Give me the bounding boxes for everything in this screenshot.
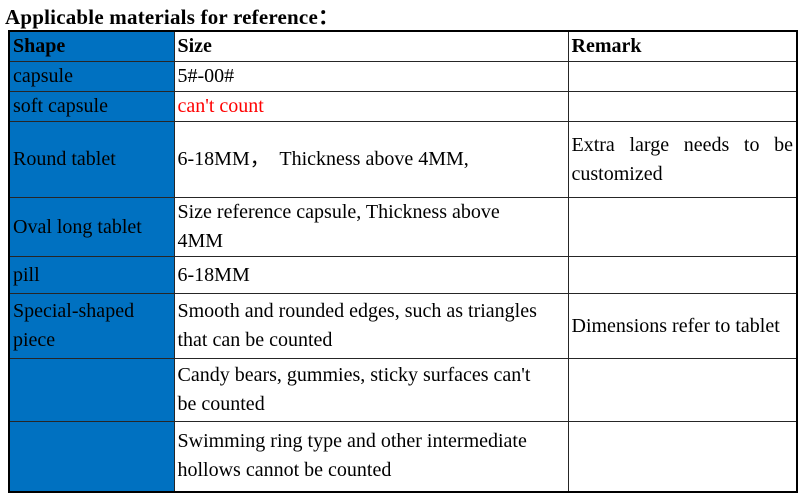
table-row: Candy bears, gummies, sticky surfaces ca… (8, 358, 798, 422)
shape-cell: capsule (8, 61, 175, 92)
table-row: Special-shaped piece Smooth and rounded … (8, 293, 798, 359)
table-row: pill 6-18MM (8, 256, 798, 294)
col-header-remark: Remark (567, 30, 798, 62)
remark-cell (567, 358, 798, 422)
shape-cell (8, 421, 175, 492)
size-cell: 6-18MM， Thickness above 4MM, (173, 121, 569, 198)
remark-cell (567, 256, 798, 294)
shape-cell: pill (8, 256, 175, 294)
size-cell: Candy bears, gummies, sticky surfaces ca… (173, 358, 569, 422)
shape-cell: Oval long tablet (8, 197, 175, 257)
shape-cell: Round tablet (8, 121, 175, 198)
size-cell: Swimming ring type and other intermediat… (173, 421, 569, 492)
size-cell: 6-18MM (173, 256, 569, 294)
page-title: Applicable materials for reference： (5, 5, 340, 29)
size-cell: 5#-00# (173, 61, 569, 92)
remark-cell (567, 91, 798, 122)
shape-cell: Special-shaped piece (8, 293, 175, 359)
remark-cell (567, 61, 798, 92)
remark-cell (567, 197, 798, 257)
shape-cell: soft capsule (8, 91, 175, 122)
table-row: capsule 5#-00# (8, 61, 798, 92)
materials-table: Shape Size Remark capsule 5#-00# soft ca… (8, 30, 798, 493)
remark-cell: Dimensions refer to tablet (567, 293, 798, 359)
remark-cell (567, 421, 798, 492)
table-row: Oval long tablet Size reference capsule,… (8, 197, 798, 257)
table-row: Round tablet 6-18MM， Thickness above 4MM… (8, 121, 798, 198)
table-row: Swimming ring type and other intermediat… (8, 421, 798, 492)
col-header-size: Size (173, 30, 569, 62)
size-cell: Size reference capsule, Thickness above … (173, 197, 569, 257)
remark-cell: Extra large needs to be customized (567, 121, 798, 198)
size-cell: Smooth and rounded edges, such as triang… (173, 293, 569, 359)
size-cell: can't count (173, 91, 569, 122)
header-row: Shape Size Remark (8, 30, 798, 62)
table-row: soft capsule can't count (8, 91, 798, 122)
shape-cell (8, 358, 175, 422)
col-header-shape: Shape (8, 30, 175, 62)
